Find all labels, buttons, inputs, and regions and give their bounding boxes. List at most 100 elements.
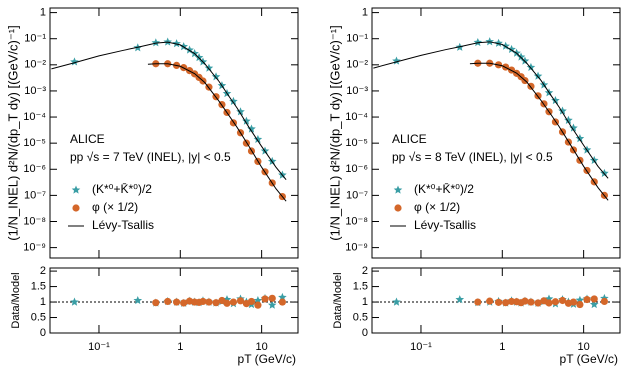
circle-marker bbox=[180, 299, 188, 307]
y-tick-label: 10⁻² bbox=[24, 59, 46, 71]
circle-marker bbox=[576, 300, 584, 309]
star-marker bbox=[516, 52, 526, 61]
y-tick-label: 0 bbox=[362, 327, 368, 339]
star-marker bbox=[253, 134, 263, 143]
star-marker bbox=[163, 37, 172, 46]
circle-marker bbox=[236, 297, 245, 305]
circle-marker bbox=[521, 297, 529, 305]
legend-label: φ (× 1/2) bbox=[414, 200, 460, 214]
y-tick-label: 1.5 bbox=[31, 280, 46, 292]
y-tick-label: 10⁻⁷ bbox=[346, 189, 368, 201]
legend-label: φ (× 1/2) bbox=[92, 200, 138, 214]
y-tick-label: 10⁻⁴ bbox=[345, 111, 368, 123]
plot-frame bbox=[371, 267, 621, 334]
y-tick-label: 0 bbox=[40, 327, 46, 339]
fit-curve bbox=[147, 63, 287, 202]
star-marker bbox=[211, 72, 221, 81]
star-marker bbox=[133, 296, 143, 305]
y-tick-label: 1 bbox=[362, 7, 368, 19]
y-tick-label: 2 bbox=[362, 265, 368, 277]
x-axis-label: pT (GeV/c) bbox=[238, 352, 296, 366]
circle-marker bbox=[569, 298, 578, 306]
circle-marker bbox=[502, 299, 510, 307]
plot-frame bbox=[49, 267, 299, 334]
x-tick-label: 10 bbox=[578, 341, 590, 353]
star-marker bbox=[473, 37, 483, 47]
circle-marker bbox=[486, 297, 494, 305]
y-tick-label: 10⁻³ bbox=[346, 85, 368, 97]
circle-marker bbox=[199, 297, 207, 306]
y-axis-label: (1/N_INEL) d²N/(dp_T dy) [(GeV/c)⁻¹] bbox=[5, 25, 20, 240]
y-tick-label: 10⁻¹ bbox=[346, 33, 368, 45]
star-marker bbox=[151, 38, 161, 47]
star-marker bbox=[600, 168, 609, 177]
x-tick-label: 1 bbox=[499, 341, 505, 353]
circle-marker bbox=[558, 296, 567, 305]
star-marker bbox=[575, 134, 585, 143]
y-axis-label: Data/Model bbox=[332, 272, 344, 328]
star-marker bbox=[392, 297, 401, 306]
star-marker bbox=[229, 96, 238, 105]
legend-marker bbox=[394, 204, 402, 212]
star-marker bbox=[564, 115, 573, 124]
star-marker bbox=[242, 116, 251, 125]
circle-marker bbox=[172, 298, 181, 306]
y-tick-label: 0.5 bbox=[31, 311, 46, 323]
circle-marker bbox=[474, 298, 482, 306]
star-marker bbox=[172, 39, 181, 48]
circle-marker bbox=[551, 298, 560, 306]
star-marker bbox=[485, 37, 494, 46]
y-tick-label: 10⁻⁶ bbox=[345, 163, 368, 175]
y-tick-label: 10⁻⁸ bbox=[23, 215, 46, 227]
circle-marker bbox=[545, 299, 553, 307]
y-tick-label: 2 bbox=[40, 265, 46, 277]
star-marker bbox=[455, 295, 465, 304]
circle-marker bbox=[527, 298, 535, 306]
circle-marker bbox=[278, 298, 286, 306]
circle-marker bbox=[223, 299, 231, 307]
plot-frame bbox=[49, 7, 299, 259]
fit-curve bbox=[51, 41, 287, 180]
fit-curve bbox=[373, 41, 609, 179]
circle-marker bbox=[229, 298, 238, 306]
circle-marker bbox=[583, 295, 591, 304]
y-tick-label: 10⁻⁶ bbox=[23, 163, 46, 175]
circle-marker bbox=[590, 295, 598, 303]
y-tick-label: 10⁻⁵ bbox=[23, 137, 46, 149]
circle-marker bbox=[600, 297, 608, 306]
star-marker bbox=[267, 300, 277, 309]
circle-marker bbox=[205, 298, 213, 306]
circle-marker bbox=[268, 294, 276, 302]
circle-marker bbox=[494, 298, 503, 306]
y-tick-label: 10⁻⁹ bbox=[345, 242, 368, 254]
y-axis-label: Data/Model bbox=[10, 272, 22, 328]
star-marker bbox=[194, 53, 204, 62]
y-tick-label: 10⁻⁴ bbox=[23, 111, 46, 123]
y-tick-label: 1.5 bbox=[353, 280, 368, 292]
annotation: ALICE bbox=[392, 132, 427, 146]
star-marker bbox=[70, 297, 79, 306]
x-tick-label: 10⁻¹ bbox=[410, 341, 432, 353]
star-marker bbox=[253, 296, 263, 305]
circle-marker bbox=[212, 299, 220, 307]
star-marker bbox=[569, 123, 578, 132]
star-marker bbox=[204, 63, 214, 72]
star-marker bbox=[589, 155, 599, 164]
star-marker bbox=[494, 38, 503, 47]
annotation: pp √s = 7 TeV (INEL), |y| < 0.5 bbox=[70, 150, 231, 164]
y-tick-label: 10⁻³ bbox=[24, 85, 46, 97]
circle-marker bbox=[534, 299, 542, 307]
fit-curve bbox=[469, 62, 609, 201]
legend-label: (K*⁰+K̄*⁰)/2 bbox=[414, 182, 474, 196]
legend-label: (K*⁰+K̄*⁰)/2 bbox=[92, 182, 152, 196]
star-marker bbox=[520, 56, 530, 65]
star-marker bbox=[589, 300, 599, 309]
y-tick-label: 1 bbox=[40, 296, 46, 308]
circle-marker bbox=[261, 295, 269, 303]
y-tick-label: 0.5 bbox=[353, 311, 368, 323]
y-tick-label: 1 bbox=[362, 296, 368, 308]
legend-label: Lévy-Tsallis bbox=[92, 218, 154, 232]
y-tick-label: 10⁻⁵ bbox=[345, 137, 368, 149]
x-axis-label: pT (GeV/c) bbox=[560, 352, 618, 366]
